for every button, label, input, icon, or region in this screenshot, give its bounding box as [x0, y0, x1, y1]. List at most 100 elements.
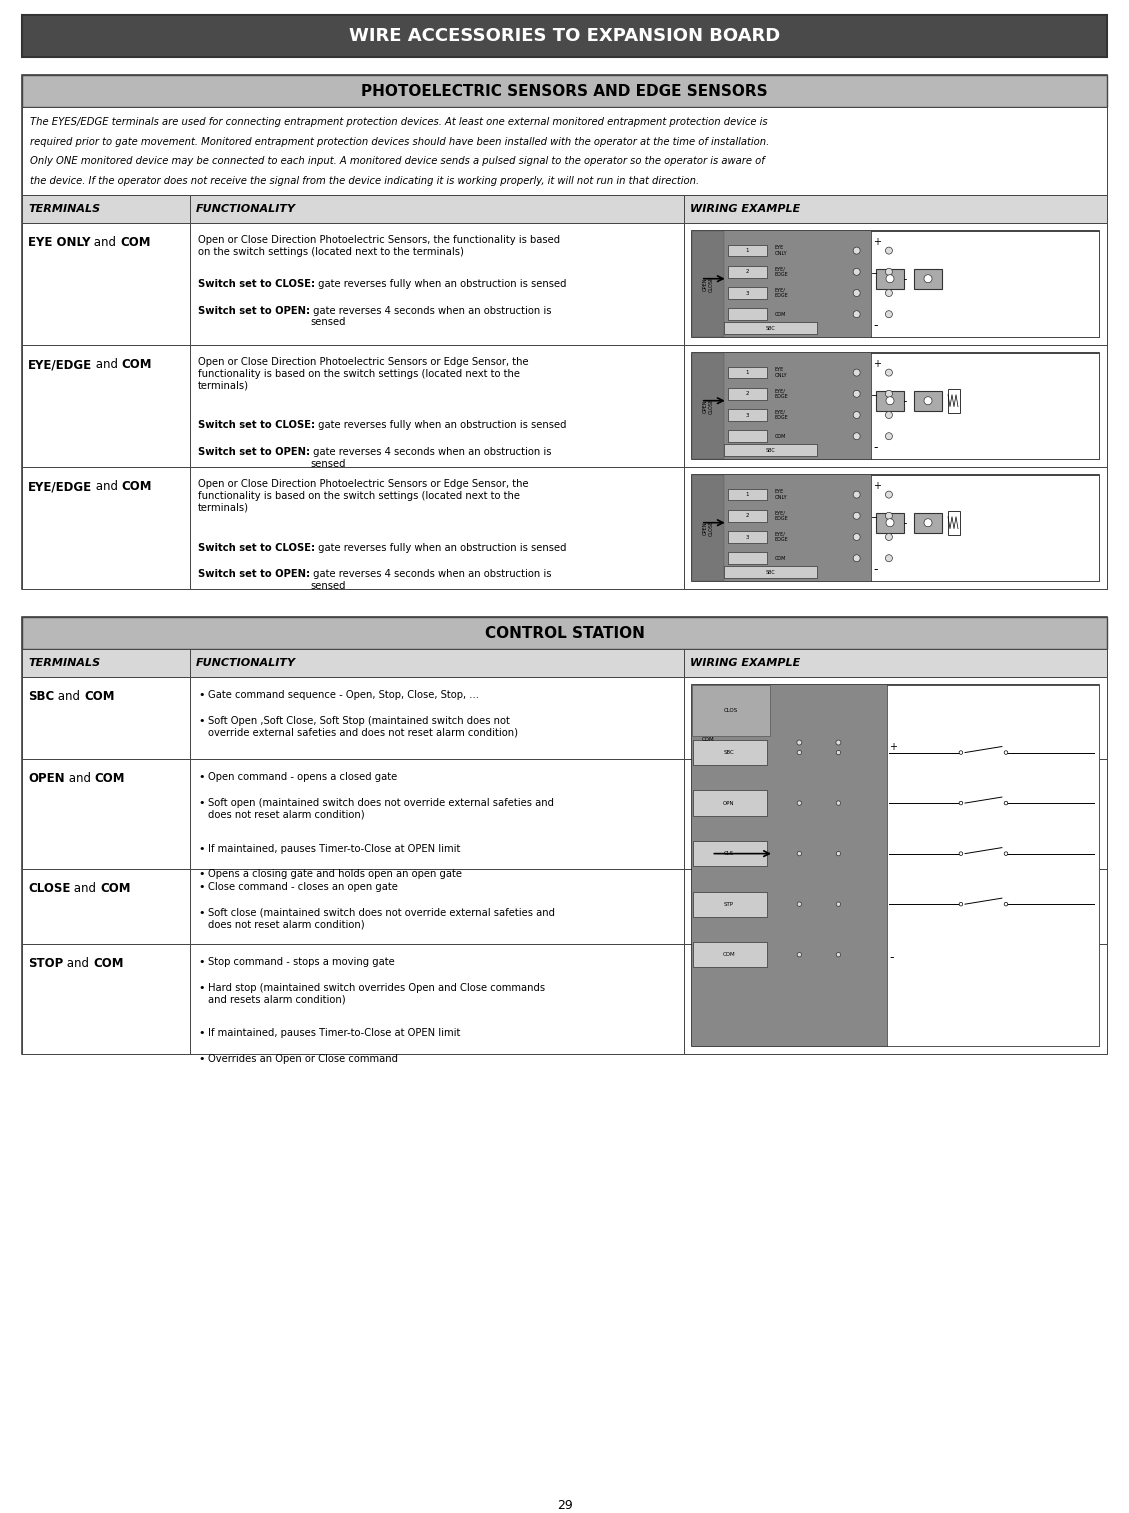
Text: gate reverses 4 seconds when an obstruction is
sensed: gate reverses 4 seconds when an obstruct… — [310, 569, 552, 590]
Text: COM: COM — [723, 952, 735, 958]
Text: -: - — [890, 952, 894, 964]
Text: OPEN
CLOSE: OPEN CLOSE — [702, 520, 714, 536]
Text: FUNCTIONALITY: FUNCTIONALITY — [196, 204, 296, 213]
Text: Stop command - stops a moving gate: Stop command - stops a moving gate — [208, 958, 395, 967]
Bar — [692, 685, 887, 1045]
Text: +: + — [890, 741, 898, 752]
Text: •: • — [199, 1055, 204, 1064]
Text: COM: COM — [774, 312, 786, 316]
Text: EYE
ONLY: EYE ONLY — [774, 368, 787, 378]
Bar — [728, 387, 767, 399]
Bar — [190, 649, 684, 676]
Circle shape — [1004, 802, 1008, 805]
Text: Hard stop (maintained switch overrides Open and Close commands
and resets alarm : Hard stop (maintained switch overrides O… — [208, 982, 545, 1005]
Circle shape — [854, 310, 860, 318]
Circle shape — [1004, 852, 1008, 855]
Text: Switch set to OPEN:: Switch set to OPEN: — [199, 306, 310, 316]
Circle shape — [854, 513, 860, 519]
Text: and: and — [64, 772, 95, 785]
Text: Gate command sequence - Open, Stop, Close, Stop, ...: Gate command sequence - Open, Stop, Clos… — [208, 690, 479, 701]
Bar — [870, 353, 1099, 458]
Circle shape — [797, 800, 802, 805]
Bar — [21, 760, 190, 868]
Bar — [914, 269, 942, 289]
Bar — [693, 740, 767, 766]
Bar — [21, 617, 1108, 649]
Text: EYE
ONLY: EYE ONLY — [774, 245, 787, 256]
Text: 1: 1 — [745, 371, 750, 375]
Circle shape — [797, 902, 802, 906]
Bar — [21, 222, 190, 345]
Circle shape — [885, 433, 892, 440]
Bar — [684, 944, 1108, 1055]
Text: COM: COM — [774, 434, 786, 439]
Text: CLS: CLS — [724, 852, 734, 856]
Text: Switch set to OPEN:: Switch set to OPEN: — [199, 569, 310, 579]
Circle shape — [885, 555, 892, 561]
Text: Switch set to OPEN:: Switch set to OPEN: — [199, 446, 310, 457]
Circle shape — [797, 852, 802, 856]
Bar — [692, 475, 724, 581]
Bar — [728, 489, 767, 501]
Circle shape — [885, 369, 892, 377]
Text: COM: COM — [93, 958, 123, 970]
Bar — [21, 76, 1108, 589]
Text: EYE/EDGE: EYE/EDGE — [28, 480, 93, 493]
Text: STOP: STOP — [28, 958, 63, 970]
Bar — [190, 760, 684, 868]
Text: Opens a closing gate and holds open an open gate: Opens a closing gate and holds open an o… — [208, 868, 462, 879]
Circle shape — [885, 513, 892, 519]
Text: SBC: SBC — [724, 750, 734, 755]
Circle shape — [885, 492, 892, 498]
Text: and: and — [90, 236, 121, 250]
Text: and: and — [54, 690, 84, 704]
Bar — [21, 345, 190, 468]
Circle shape — [797, 953, 802, 956]
Text: OPN: OPN — [724, 800, 735, 805]
Bar — [21, 76, 1108, 107]
Circle shape — [854, 555, 860, 561]
Bar — [190, 468, 684, 589]
Circle shape — [885, 310, 892, 318]
Text: required prior to gate movement. Monitored entrapment protection devices should : required prior to gate movement. Monitor… — [30, 136, 769, 147]
Text: If maintained, pauses Timer-to-Close at OPEN limit: If maintained, pauses Timer-to-Close at … — [208, 1029, 461, 1038]
Text: COM: COM — [122, 480, 152, 493]
Text: Switch set to CLOSE:: Switch set to CLOSE: — [199, 278, 315, 289]
Text: •: • — [199, 844, 204, 853]
Bar — [21, 15, 1108, 57]
Text: 1: 1 — [745, 492, 750, 498]
Text: Switch set to CLOSE:: Switch set to CLOSE: — [199, 421, 315, 431]
Text: Open or Close Direction Photoelectric Sensors or Edge Sensor, the
functionality : Open or Close Direction Photoelectric Se… — [199, 480, 528, 513]
Text: FUNCTIONALITY: FUNCTIONALITY — [196, 658, 296, 669]
Bar — [728, 409, 767, 421]
Text: COM: COM — [121, 236, 151, 250]
Text: EYE/
EDGE: EYE/ EDGE — [774, 410, 788, 421]
Text: and: and — [93, 480, 122, 493]
Text: and: and — [63, 958, 93, 970]
Text: COM: COM — [100, 882, 131, 896]
Bar — [728, 430, 767, 442]
Circle shape — [886, 519, 894, 527]
Text: CONTROL STATION: CONTROL STATION — [484, 625, 645, 640]
Bar — [692, 231, 724, 337]
Bar — [870, 475, 1099, 581]
Text: Soft open (maintained switch does not override external safeties and
does not re: Soft open (maintained switch does not ov… — [208, 797, 554, 819]
Circle shape — [837, 902, 841, 906]
Text: gate reverses 4 seconds when an obstruction is
sensed: gate reverses 4 seconds when an obstruct… — [310, 306, 552, 327]
Text: If maintained, pauses Timer-to-Close at OPEN limit: If maintained, pauses Timer-to-Close at … — [208, 844, 461, 853]
Bar — [692, 231, 1099, 337]
Bar — [21, 676, 190, 760]
Bar — [21, 617, 1108, 1055]
Text: The EYES/EDGE terminals are used for connecting entrapment protection devices. A: The EYES/EDGE terminals are used for con… — [30, 117, 768, 127]
Bar — [684, 649, 1108, 676]
Text: COM: COM — [84, 690, 114, 704]
Text: -: - — [873, 319, 877, 331]
Text: EYE/
EDGE: EYE/ EDGE — [774, 389, 788, 399]
Bar — [692, 353, 1099, 458]
Text: SBC: SBC — [28, 690, 54, 704]
Text: 1: 1 — [745, 248, 750, 253]
Bar — [190, 195, 684, 222]
Text: -: - — [873, 563, 877, 576]
Text: •: • — [199, 908, 204, 917]
Bar — [21, 944, 190, 1055]
